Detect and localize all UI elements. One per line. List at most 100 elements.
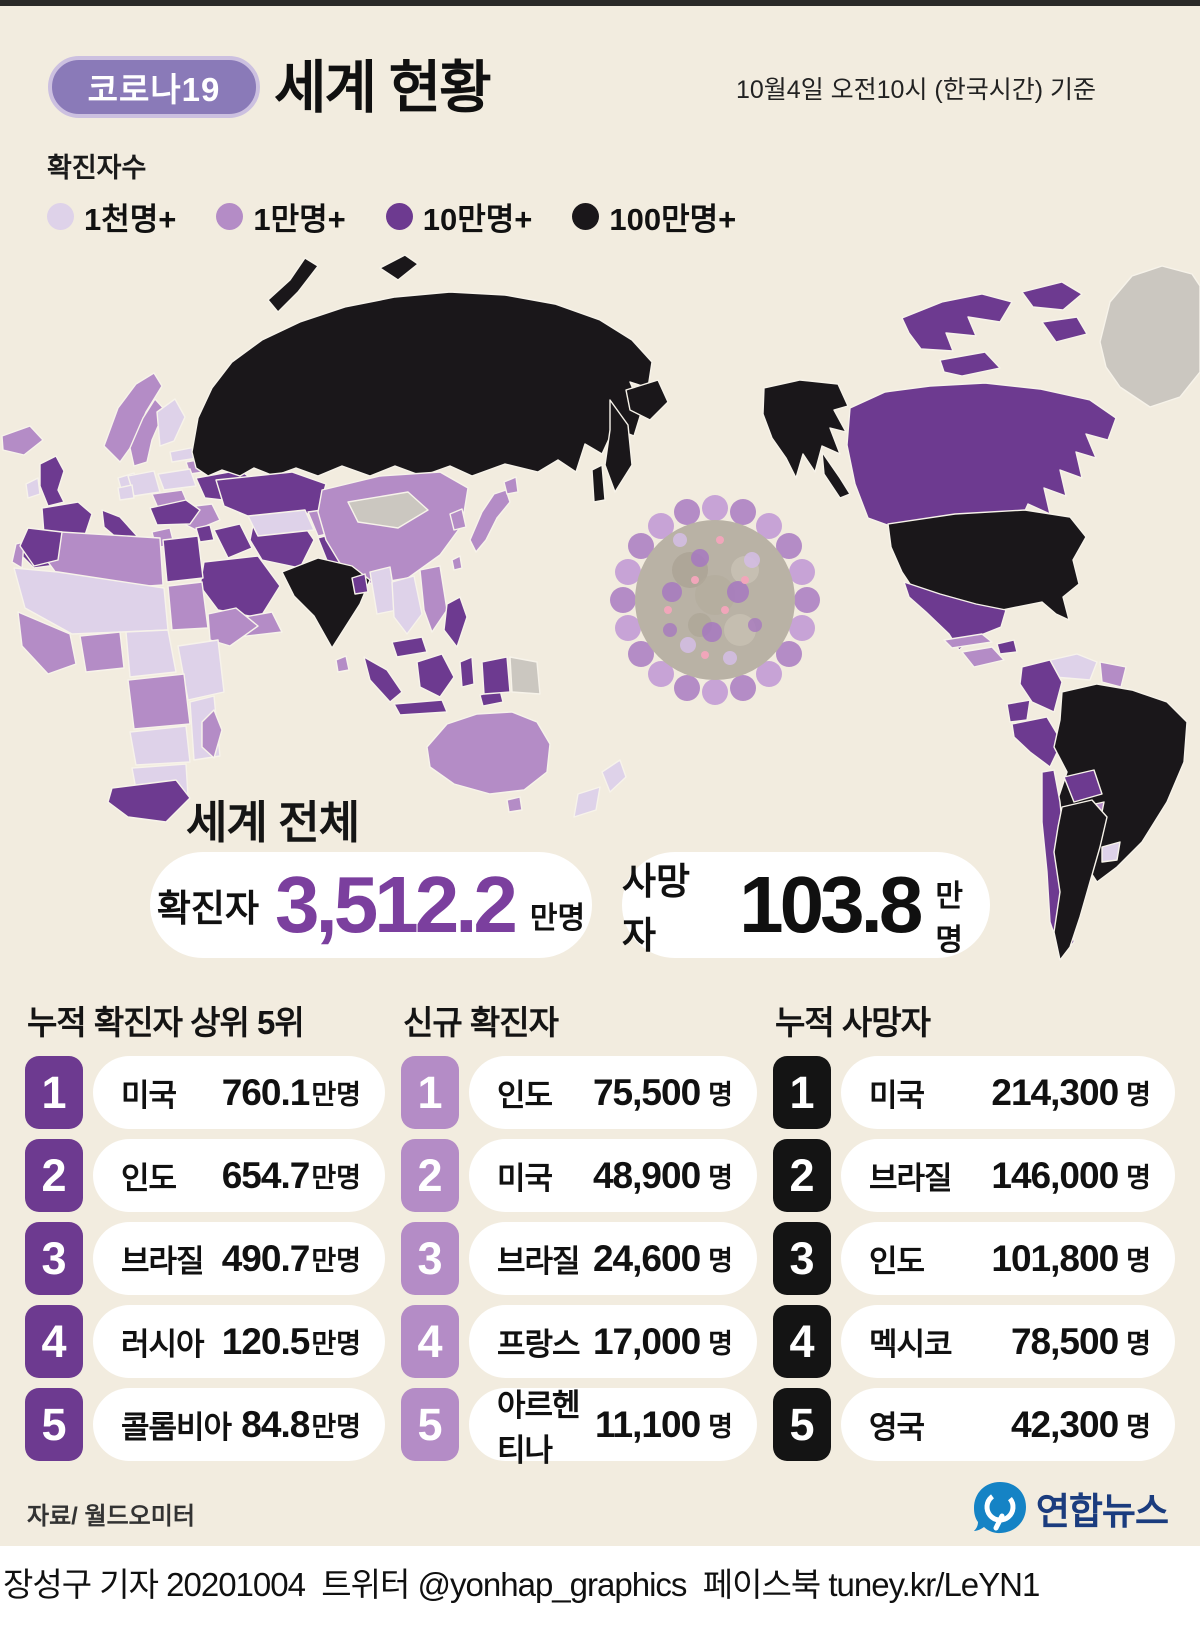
country-label: 영국: [869, 1410, 925, 1445]
map-shape: [648, 661, 674, 687]
rank-badge: 4: [401, 1305, 459, 1378]
map-region-madagascar: [201, 709, 223, 759]
map-region-taiwan: [451, 555, 463, 571]
yonhap-logo-icon: [973, 1482, 1026, 1534]
map-region-mongolia: [347, 491, 429, 529]
map-shape: [691, 549, 709, 567]
rank-pill: 인도 654.7 만명: [93, 1139, 385, 1212]
country-label: 인도: [869, 1244, 925, 1279]
country-label: 브라질: [497, 1244, 581, 1279]
map-region-bangladesh: [351, 573, 369, 595]
map-region-vietnam: [419, 565, 448, 633]
map-shape: [615, 559, 641, 585]
map-region-peru: [1011, 716, 1063, 768]
map-shape: [663, 623, 677, 637]
rank-badge: 1: [25, 1056, 83, 1129]
map-region-alaska-panhandle: [821, 451, 851, 499]
map-shape: [610, 587, 636, 613]
table-row: 2 인도 654.7 만명: [25, 1139, 385, 1212]
map-shape: [695, 575, 735, 615]
byline-credit: 장성구 기자 20201004 트위터 @yonhap_graphics 페이스…: [3, 1566, 1040, 1603]
country-label: 인도: [497, 1078, 553, 1113]
map-region-poland: [157, 468, 197, 491]
map-shape: [648, 513, 674, 539]
value: 24,600: [592, 1237, 701, 1279]
map-africa-group: [13, 527, 259, 823]
map-region-korea: [449, 508, 467, 531]
country-label: 미국: [869, 1078, 925, 1113]
map-shape: [789, 615, 815, 641]
unit: 명: [708, 1412, 733, 1442]
table-new-confirmed: 신규 확진자 1 인도 75,500 명 2 미국 48,900 명: [401, 996, 757, 1471]
map-region-sudan: [167, 581, 209, 631]
legend-item: 10만명+: [385, 194, 532, 239]
map-region-egypt: [162, 535, 204, 583]
rank-badge: 5: [773, 1388, 831, 1461]
coronavirus-illustration: [610, 495, 820, 705]
legend-swatch-1m: [572, 203, 600, 230]
unit: 명: [1126, 1412, 1151, 1442]
map-south-america-group: [1006, 653, 1188, 961]
legend: 1천명+ 1만명+ 10만명+ 100만명+: [47, 194, 736, 239]
unit: 만명: [311, 1246, 361, 1276]
value: 120.5: [221, 1320, 311, 1362]
rank-pill: 러시아 120.5 만명: [93, 1305, 385, 1378]
map-region-central-america: [961, 646, 1005, 668]
map-region-china: [317, 471, 469, 585]
rank-badge: 5: [401, 1388, 459, 1461]
map-region-west-new-guinea: [481, 656, 511, 695]
map-region-iceland: [1, 425, 44, 456]
map-region-guyanas: [1099, 661, 1127, 688]
map-region-turkey: [149, 499, 201, 526]
map-region-ireland: [25, 477, 41, 499]
country-label: 브라질: [121, 1244, 205, 1279]
map-region-thailand: [391, 575, 423, 635]
map-region-canada: [846, 382, 1117, 533]
legend-label: 100만명+: [609, 202, 737, 237]
map-region-kamchatka: [604, 399, 633, 493]
map-region-severnaya: [379, 254, 419, 281]
table-title: 누적 사망자: [775, 1004, 931, 1041]
map-shape: [756, 661, 782, 687]
map-shape: [741, 576, 749, 584]
map-asia-group: [215, 471, 541, 716]
rank-badge: 5: [25, 1388, 83, 1461]
map-shape: [673, 533, 687, 547]
rank-pill: 멕시코 78,500 명: [841, 1305, 1175, 1378]
confirmed-value: 3,512.2: [275, 860, 518, 949]
rank-badge: 2: [401, 1139, 459, 1212]
map-shape: [756, 513, 782, 539]
legend-label: 1천명+: [84, 202, 177, 237]
map-russia-group: [191, 254, 669, 503]
ranking-tables: 누적 확진자 상위 5위 1 미국 760.1 만명 2 인도 654.7 만명: [25, 996, 1175, 1471]
unit: 명: [1126, 1246, 1151, 1276]
map-region-india: [281, 557, 371, 649]
value: 48,900: [592, 1154, 701, 1196]
map-region-benelux: [117, 484, 135, 501]
country-label: 미국: [497, 1161, 553, 1196]
value: 75,500: [592, 1071, 701, 1113]
map-region-uk: [39, 455, 65, 507]
map-region-borneo: [416, 653, 455, 698]
value: 760.1: [221, 1071, 311, 1113]
map-shape: [691, 576, 699, 584]
map-region-bolivia: [1063, 769, 1103, 803]
country-label: 인도: [121, 1161, 177, 1196]
rank-pill: 브라질 490.7 만명: [93, 1222, 385, 1295]
map-shape: [723, 651, 737, 665]
map-region-west-africa: [17, 611, 77, 675]
rank-pill: 인도 101,800 명: [841, 1222, 1175, 1295]
map-shape: [744, 552, 760, 568]
unit: 명: [1126, 1080, 1151, 1110]
map-north-america-group: [762, 265, 1200, 668]
map-shape: [748, 618, 762, 632]
map-region-arctic-islands-3: [1041, 316, 1088, 343]
map-region-novaya-zemlya: [267, 257, 319, 313]
legend-swatch-10k: [216, 203, 244, 230]
rank-badge: 3: [773, 1222, 831, 1295]
rank-badge: 1: [773, 1056, 831, 1129]
rank-badge: 1: [401, 1056, 459, 1129]
yonhap-brand: 연합뉴스: [972, 1480, 1169, 1536]
map-shape: [680, 637, 696, 653]
